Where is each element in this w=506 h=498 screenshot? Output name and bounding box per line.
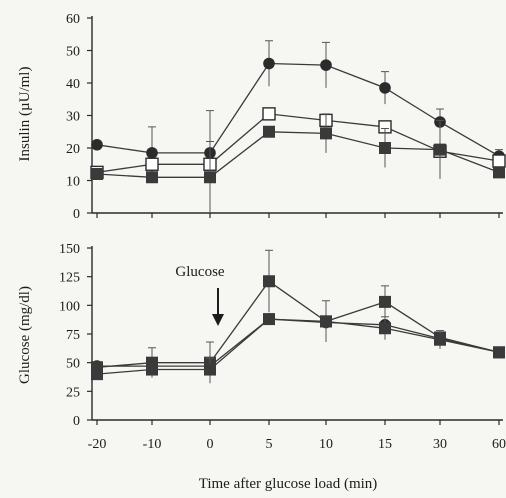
data-point-circle — [379, 82, 391, 94]
data-point-square — [91, 168, 103, 180]
glucose-series-3 — [91, 313, 505, 382]
data-point-square — [320, 127, 332, 140]
data-point-square — [320, 315, 332, 328]
series-line — [96, 280, 500, 368]
data-point-square — [434, 143, 446, 156]
glucose-y-tick-label: 150 — [59, 242, 80, 257]
x-axis-label: Time after glucose load (min) — [199, 476, 378, 492]
glucose-y-tick-label: 50 — [66, 357, 80, 372]
data-point-circle — [91, 138, 103, 151]
data-point-square — [146, 363, 158, 376]
data-point-circle — [320, 59, 332, 71]
glucose-y-tick-label: 125 — [59, 271, 80, 286]
glucose-y-tick-label: 25 — [66, 385, 80, 400]
data-point-circle — [146, 147, 158, 159]
data-point-square — [146, 171, 158, 184]
insulin-y-tick-label: 30 — [66, 110, 80, 125]
x-tick-label: 30 — [433, 437, 447, 452]
series-line — [96, 113, 500, 174]
glucose-series-2 — [91, 249, 505, 384]
data-point-square — [204, 363, 216, 376]
data-point-square — [379, 322, 391, 335]
data-point-square — [204, 171, 216, 184]
x-tick-label: 60 — [492, 437, 506, 452]
glucose-panel: 0 25 50 75 100 125 150 -20 -10 0 5 10 15 30 60 Glucose — [59, 242, 506, 452]
data-point-square — [91, 368, 103, 381]
x-tick-label: 10 — [319, 437, 333, 452]
data-point-square — [379, 142, 391, 154]
x-tick-label: 5 — [266, 437, 273, 452]
x-tick-label: -10 — [143, 437, 162, 452]
glucose-y-axis-label: Glucose (mg/dl) — [17, 286, 33, 384]
insulin-y-tick-label: 50 — [66, 45, 80, 60]
series-line — [96, 131, 500, 178]
insulin-panel: 0 10 20 30 40 50 60 — [66, 12, 506, 222]
data-point-square — [263, 125, 275, 138]
glucose-y-tick-label: 0 — [73, 414, 80, 429]
data-point-square — [493, 346, 505, 359]
insulin-y-tick-label: 20 — [66, 142, 80, 157]
data-point-square — [379, 295, 391, 308]
data-point-open-square — [492, 154, 506, 168]
data-point-open-square — [145, 157, 159, 171]
series-line — [96, 318, 500, 375]
insulin-y-tick-label: 10 — [66, 175, 80, 190]
data-point-circle — [263, 57, 275, 70]
data-point-square — [263, 275, 275, 288]
insulin-y-tick-label: 40 — [66, 77, 80, 92]
x-tick-label: 0 — [207, 437, 214, 452]
annotation-arrow-head — [212, 314, 224, 326]
glucose-y-tick-label: 75 — [66, 328, 80, 343]
x-tick-label: 15 — [378, 437, 392, 452]
data-point-square — [263, 313, 275, 326]
glucose-load-annotation: Glucose — [175, 264, 225, 326]
insulin-y-axis-label: Insulin (µU/ml) — [17, 67, 33, 162]
annotation-label: Glucose — [175, 264, 224, 280]
insulin-y-tick-label: 0 — [73, 207, 80, 222]
glucose-y-tick-label: 100 — [59, 299, 80, 314]
data-point-square — [434, 333, 446, 346]
data-point-square — [493, 166, 505, 179]
insulin-y-tick-label: 60 — [66, 12, 80, 27]
x-tick-label: -20 — [88, 437, 107, 452]
data-point-open-square — [262, 107, 276, 121]
series-line — [96, 62, 500, 157]
insulin-series-3 — [91, 113, 505, 213]
